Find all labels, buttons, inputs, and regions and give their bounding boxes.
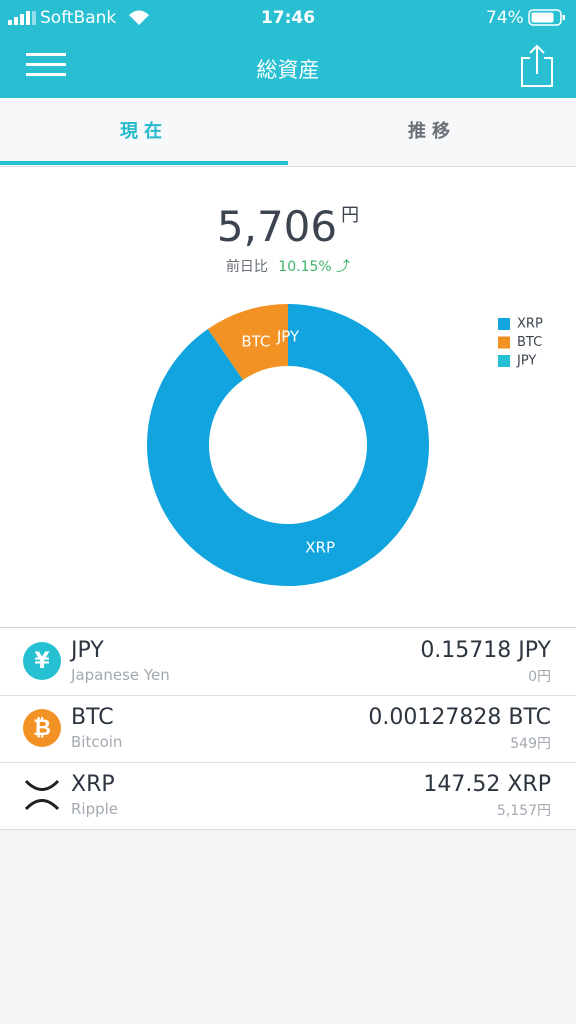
btc-icon: ₿ bbox=[23, 709, 61, 747]
asset-value: 549円 bbox=[510, 736, 551, 752]
legend-label: BTC bbox=[517, 335, 542, 350]
asset-name: Ripple bbox=[71, 800, 119, 818]
asset-value: 5,157円 bbox=[496, 803, 551, 819]
asset-amount: 0.00127828 BTC bbox=[368, 705, 551, 730]
svg-text:₿: ₿ bbox=[33, 716, 51, 741]
asset-row[interactable]: XRP Ripple 147.52 XRP 5,157円 bbox=[0, 762, 576, 830]
slice-label: BTC bbox=[241, 332, 270, 350]
legend-label: JPY bbox=[516, 354, 536, 369]
status-bar: SoftBank 17:46 74% bbox=[0, 0, 576, 40]
asset-symbol: XRP bbox=[71, 772, 115, 797]
svg-text:¥: ¥ bbox=[34, 649, 50, 674]
asset-row[interactable]: ¥ JPY Japanese Yen 0.15718 JPY 0円 bbox=[0, 628, 576, 696]
total-unit: 円 bbox=[341, 205, 360, 226]
xrp-icon bbox=[24, 779, 60, 811]
inner-hole bbox=[216, 373, 360, 517]
legend-label: XRP bbox=[517, 317, 543, 332]
asset-symbol: BTC bbox=[71, 705, 114, 730]
menu-button[interactable] bbox=[26, 53, 66, 77]
wifi-icon bbox=[129, 10, 149, 25]
slice-label: JPY bbox=[276, 328, 300, 346]
change-value: 10.15% bbox=[278, 259, 332, 275]
asset-name: Bitcoin bbox=[71, 733, 123, 751]
asset-list: ¥ JPY Japanese Yen 0.15718 JPY 0円 ₿ BTC … bbox=[0, 627, 576, 830]
asset-amount: 0.15718 JPY bbox=[420, 638, 551, 663]
change-row: 前日比 10.15% ⤴ bbox=[0, 256, 576, 276]
clock: 17:46 bbox=[260, 8, 316, 28]
change-label: 前日比 bbox=[225, 259, 268, 275]
total: 5,706 円 bbox=[0, 201, 576, 251]
carrier: SoftBank bbox=[40, 8, 117, 28]
legend-swatch bbox=[498, 318, 510, 330]
slice bbox=[207, 304, 288, 381]
asset-name: Japanese Yen bbox=[71, 666, 170, 684]
total-value: 5,706 bbox=[216, 202, 338, 251]
share-button[interactable] bbox=[520, 44, 554, 88]
battery-percent: 74% bbox=[486, 8, 524, 28]
jpy-icon: ¥ bbox=[23, 642, 61, 680]
slice bbox=[147, 304, 429, 586]
asset-value: 0円 bbox=[528, 669, 551, 685]
slice-label: XRP bbox=[305, 539, 335, 557]
asset-row[interactable]: ₿ BTC Bitcoin 0.00127828 BTC 549円 bbox=[0, 695, 576, 763]
asset-symbol: JPY bbox=[71, 638, 104, 663]
change-arrow: ⤴ bbox=[336, 259, 351, 275]
tab-indicator bbox=[0, 161, 288, 165]
asset-amount: 147.52 XRP bbox=[423, 772, 551, 797]
nav-bar: 総資産 bbox=[0, 40, 576, 98]
legend-swatch bbox=[498, 336, 510, 349]
tab-bar: 現在 推移 bbox=[0, 98, 576, 167]
tab-history[interactable]: 推移 bbox=[408, 121, 456, 142]
signal-icon bbox=[8, 11, 36, 25]
tab-current[interactable]: 現在 bbox=[120, 121, 168, 142]
nav-title: 総資産 bbox=[256, 58, 320, 82]
legend-swatch bbox=[498, 355, 510, 367]
chart: XRP BTC JPY XRP BTC JPY bbox=[147, 304, 543, 586]
battery-icon bbox=[528, 9, 565, 26]
